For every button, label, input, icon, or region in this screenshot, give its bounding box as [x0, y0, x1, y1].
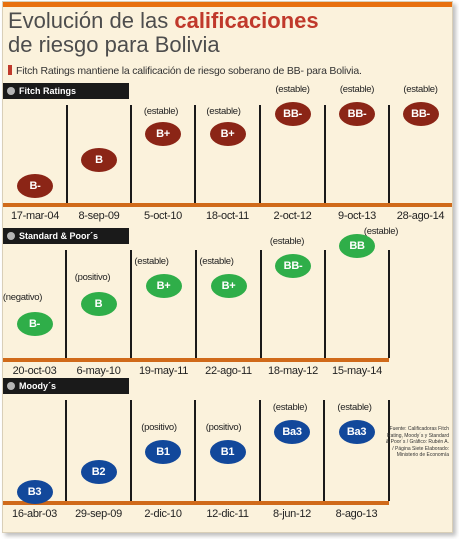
rating-badge: BB-	[274, 102, 311, 126]
outlook-label: (estable)	[272, 402, 308, 413]
rating-badge: B+	[210, 274, 247, 298]
rating-badge: B1	[209, 440, 246, 464]
outlook-label: (positivo)	[74, 272, 111, 283]
column-divider	[65, 250, 67, 358]
column-divider	[65, 400, 67, 501]
rating-date: 18-oct-11	[206, 210, 249, 222]
rating-badge: B1	[145, 440, 181, 464]
rating-date: 20-oct-03	[12, 365, 57, 377]
rating-date: 29-sep-09	[75, 508, 122, 520]
outlook-label: (negativo)	[2, 292, 43, 303]
infographic: Evolución de las calificaciones de riesg…	[2, 1, 453, 533]
column-divider	[324, 250, 326, 358]
rating-date: 18-may-12	[268, 365, 318, 377]
column-divider	[260, 250, 262, 358]
outlook-label: (estable)	[143, 106, 179, 117]
rating-date: 5-oct-10	[144, 210, 182, 222]
column-divider	[324, 105, 326, 203]
bullet-icon	[7, 232, 15, 240]
column-divider	[194, 400, 196, 501]
outlook-label: (estable)	[206, 106, 241, 117]
rating-date: 12-dic-11	[206, 508, 249, 520]
rating-date: 2-oct-12	[273, 210, 312, 222]
rating-badge: B-	[16, 312, 53, 336]
rating-date: 22-ago-11	[205, 365, 252, 377]
column-divider	[66, 105, 68, 203]
outlook-label: (estable)	[134, 256, 169, 267]
rating-badge: B-	[17, 174, 53, 198]
column-divider	[130, 250, 132, 358]
column-divider	[130, 400, 132, 501]
rating-badge: Ba3	[274, 420, 310, 444]
column-divider	[388, 250, 390, 358]
outlook-label: (estable)	[339, 84, 375, 95]
bullet-icon	[7, 382, 15, 390]
rating-badge: Ba3	[338, 420, 375, 444]
column-divider	[130, 105, 132, 203]
outlook-label: (estable)	[337, 402, 372, 413]
column-divider	[388, 400, 390, 501]
agency-label: Moody´s	[3, 378, 129, 394]
outlook-label: (estable)	[363, 226, 399, 237]
rating-date: 15-may-14	[332, 365, 382, 377]
agency-band: Moody´s B3 16-abr-03 B2 29-sep-09 B1 (positivo…	[3, 378, 452, 532]
rating-badge: BB-	[339, 102, 375, 126]
agency-band: Fitch Ratings B- 17-mar-04 B 8-sep-09 B+ (esta…	[3, 83, 452, 228]
outlook-label: (estable)	[269, 236, 305, 247]
rating-badge: B	[80, 292, 117, 316]
column-divider	[259, 400, 261, 501]
rating-date: 19-may-11	[138, 365, 189, 377]
rating-badge: B+	[145, 122, 181, 146]
timeline-baseline	[3, 203, 452, 207]
column-divider	[195, 250, 197, 358]
outlook-label: (positivo)	[141, 422, 177, 433]
title-line1-bold: calificaciones	[174, 8, 319, 33]
outlook-label: (positivo)	[205, 422, 242, 433]
subtitle: Fitch Ratings mantiene la calificación d…	[8, 65, 448, 77]
chart-title: Evolución de las calificaciones de riesg…	[8, 9, 448, 57]
rating-date: 17-mar-04	[10, 210, 60, 222]
agency-label: Standard & Poor´s	[3, 228, 129, 244]
outlook-label: (estable)	[199, 256, 234, 267]
agency-label: Fitch Ratings	[3, 83, 129, 99]
rating-badge: B+	[209, 122, 246, 146]
rating-badge: BB	[339, 234, 375, 258]
source-note: Fuente: Calificadoras Fitch Rating, Mood…	[385, 426, 449, 459]
rating-date: 8-sep-09	[78, 210, 120, 222]
rating-badge: B+	[145, 274, 182, 298]
outlook-label: (estable)	[403, 84, 438, 95]
rating-badge: B3	[16, 480, 53, 504]
title-line1: Evolución de las	[8, 8, 169, 33]
rating-date: 9-oct-13	[338, 210, 376, 222]
agency-name: Standard & Poor´s	[19, 231, 99, 241]
rating-date: 8-jun-12	[273, 508, 311, 520]
outlook-label: (estable)	[275, 84, 310, 95]
rating-badge: BB-	[402, 102, 439, 126]
column-divider	[259, 105, 261, 203]
rating-date: 8-ago-13	[335, 508, 378, 520]
agency-band: Standard & Poor´s B- (negativo) 20-oct-03 B (…	[2, 226, 452, 378]
subtitle-marker	[8, 65, 12, 75]
rating-badge: B2	[80, 460, 117, 484]
rating-date: 28-ago-14	[396, 210, 445, 222]
bullet-icon	[7, 87, 15, 95]
rating-date: 2-dic-10	[144, 508, 182, 520]
column-divider	[194, 105, 196, 203]
timeline-baseline	[3, 501, 389, 505]
rating-date: 6-may-10	[76, 365, 121, 377]
accent-bar	[3, 2, 452, 7]
agency-name: Moody´s	[19, 381, 56, 391]
timeline-baseline	[3, 358, 389, 362]
column-divider	[323, 400, 325, 501]
column-divider	[388, 105, 390, 203]
rating-badge: B	[81, 148, 117, 172]
agency-name: Fitch Ratings	[19, 86, 77, 96]
title-line2: de riesgo para Bolivia	[8, 32, 220, 57]
subtitle-text: Fitch Ratings mantiene la calificación d…	[16, 65, 362, 77]
rating-badge: BB-	[275, 254, 311, 278]
rating-date: 16-abr-03	[12, 508, 57, 520]
